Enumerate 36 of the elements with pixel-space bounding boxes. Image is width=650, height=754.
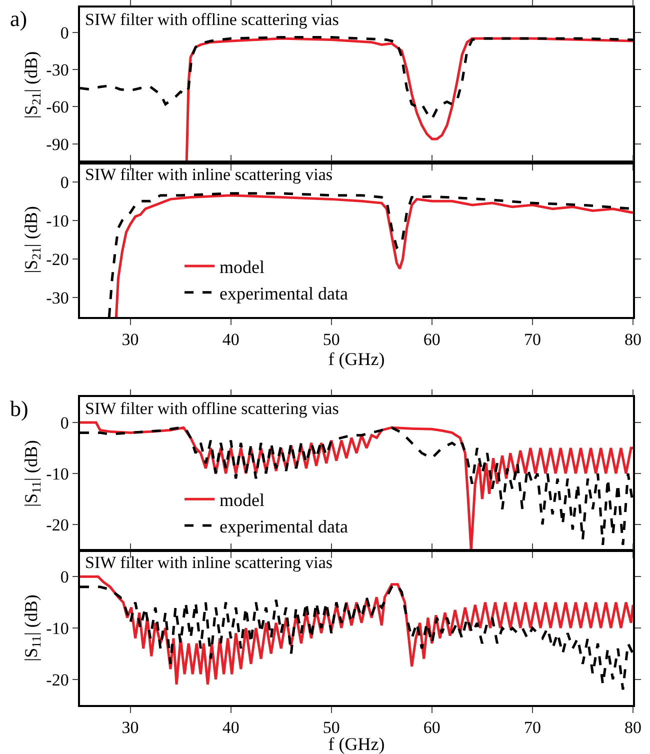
text: a) xyxy=(10,6,28,31)
x-tick-label: 60 xyxy=(423,718,440,738)
x-tick-label: 40 xyxy=(222,718,240,738)
x-tick-label: 80 xyxy=(624,718,642,738)
y-tick-label: 0 xyxy=(60,413,69,432)
x-tick-label: 70 xyxy=(524,330,541,350)
chart-title: SIW filter with offline scattering vias xyxy=(85,399,339,418)
x-tick-label: 50 xyxy=(322,330,340,350)
y-tick-label: -60 xyxy=(46,98,69,117)
y-tick-label: 0 xyxy=(60,568,69,587)
legend-label: experimental data xyxy=(220,283,348,304)
y-tick-label: -90 xyxy=(46,134,69,154)
chart-title: SIW filter with offline scattering vias xyxy=(85,10,339,29)
x-tick-label: 60 xyxy=(423,330,440,350)
x-tick-label: 70 xyxy=(524,718,541,738)
legend-label: experimental data xyxy=(220,516,348,536)
x-tick-label: 80 xyxy=(624,330,642,350)
y-tick-label: -10 xyxy=(46,618,69,638)
y-tick-label: 0 xyxy=(60,23,69,42)
x-tick-label: 30 xyxy=(122,718,139,738)
y-tick-label: -20 xyxy=(46,670,69,690)
x-tick-label: 30 xyxy=(122,330,139,350)
x-axis-title: f (GHz) xyxy=(328,349,385,370)
y-tick-label: -10 xyxy=(46,464,69,484)
y-tick-label: -30 xyxy=(46,60,69,80)
legend-label: model xyxy=(220,490,265,510)
y-tick-label: -10 xyxy=(46,211,69,230)
chart-title: SIW filter with inline scattering vias xyxy=(85,165,333,184)
chart-title: SIW filter with inline scattering vias xyxy=(85,553,333,572)
legend-label: model xyxy=(220,257,265,278)
x-tick-label: 40 xyxy=(222,330,240,350)
y-tick-label: -30 xyxy=(46,288,69,308)
y-tick-label: -20 xyxy=(46,515,69,534)
text: b) xyxy=(10,396,28,421)
y-tick-label: 0 xyxy=(60,172,69,192)
y-tick-label: -20 xyxy=(46,250,69,270)
